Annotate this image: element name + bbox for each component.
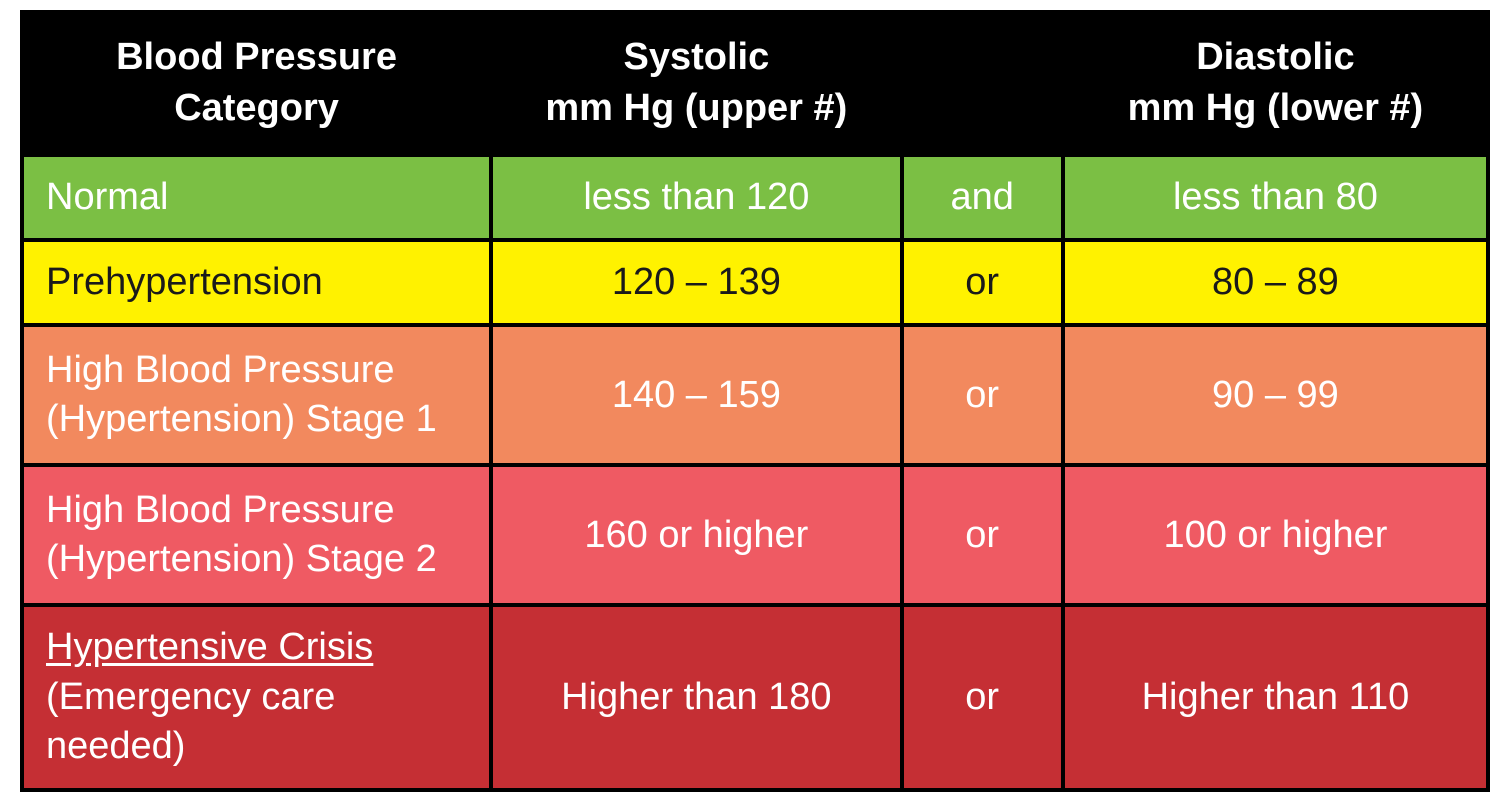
cell-conjunction: or xyxy=(902,240,1063,325)
category-line2: (Hypertension) Stage 2 xyxy=(46,535,467,584)
cell-diastolic: Higher than 110 xyxy=(1063,605,1488,789)
cell-diastolic: 90 – 99 xyxy=(1063,325,1488,465)
category-line1: Prehypertension xyxy=(46,261,323,303)
category-line1: Hypertensive Crisis xyxy=(46,626,373,668)
header-diastolic-line1: Diastolic xyxy=(1196,36,1354,78)
cell-conjunction: or xyxy=(902,465,1063,605)
header-diastolic-line2: mm Hg (lower #) xyxy=(1128,87,1424,129)
table-row: Normal less than 120 and less than 80 xyxy=(22,155,1488,240)
table-row: High Blood Pressure (Hypertension) Stage… xyxy=(22,325,1488,465)
category-line2: (Emergency care needed) xyxy=(46,673,467,772)
header-row: Blood Pressure Category Systolic mm Hg (… xyxy=(22,12,1488,155)
header-category-line1: Blood Pressure xyxy=(116,36,397,78)
header-diastolic: Diastolic mm Hg (lower #) xyxy=(1063,12,1488,155)
cell-conjunction: and xyxy=(902,155,1063,240)
category-line2: (Hypertension) Stage 1 xyxy=(46,395,467,444)
header-conjunction xyxy=(902,12,1063,155)
cell-category: Prehypertension xyxy=(22,240,491,325)
cell-systolic: 120 – 139 xyxy=(491,240,901,325)
cell-systolic: 160 or higher xyxy=(491,465,901,605)
header-category-line2: Category xyxy=(174,87,339,129)
cell-category: High Blood Pressure (Hypertension) Stage… xyxy=(22,465,491,605)
cell-category: Normal xyxy=(22,155,491,240)
cell-systolic: Higher than 180 xyxy=(491,605,901,789)
table-row: Prehypertension 120 – 139 or 80 – 89 xyxy=(22,240,1488,325)
blood-pressure-table: Blood Pressure Category Systolic mm Hg (… xyxy=(20,10,1490,792)
cell-conjunction: or xyxy=(902,605,1063,789)
category-line1: Normal xyxy=(46,176,168,218)
cell-diastolic: 100 or higher xyxy=(1063,465,1488,605)
header-category: Blood Pressure Category xyxy=(22,12,491,155)
category-line1: High Blood Pressure xyxy=(46,489,395,531)
cell-category: High Blood Pressure (Hypertension) Stage… xyxy=(22,325,491,465)
header-systolic: Systolic mm Hg (upper #) xyxy=(491,12,901,155)
cell-conjunction: or xyxy=(902,325,1063,465)
cell-diastolic: 80 – 89 xyxy=(1063,240,1488,325)
cell-category: Hypertensive Crisis (Emergency care need… xyxy=(22,605,491,789)
cell-diastolic: less than 80 xyxy=(1063,155,1488,240)
category-line1: High Blood Pressure xyxy=(46,349,395,391)
header-systolic-line2: mm Hg (upper #) xyxy=(545,87,847,129)
cell-systolic: less than 120 xyxy=(491,155,901,240)
table-row: Hypertensive Crisis (Emergency care need… xyxy=(22,605,1488,789)
table-row: High Blood Pressure (Hypertension) Stage… xyxy=(22,465,1488,605)
table-body: Normal less than 120 and less than 80 Pr… xyxy=(22,155,1488,790)
cell-systolic: 140 – 159 xyxy=(491,325,901,465)
header-systolic-line1: Systolic xyxy=(623,36,769,78)
table-header: Blood Pressure Category Systolic mm Hg (… xyxy=(22,12,1488,155)
